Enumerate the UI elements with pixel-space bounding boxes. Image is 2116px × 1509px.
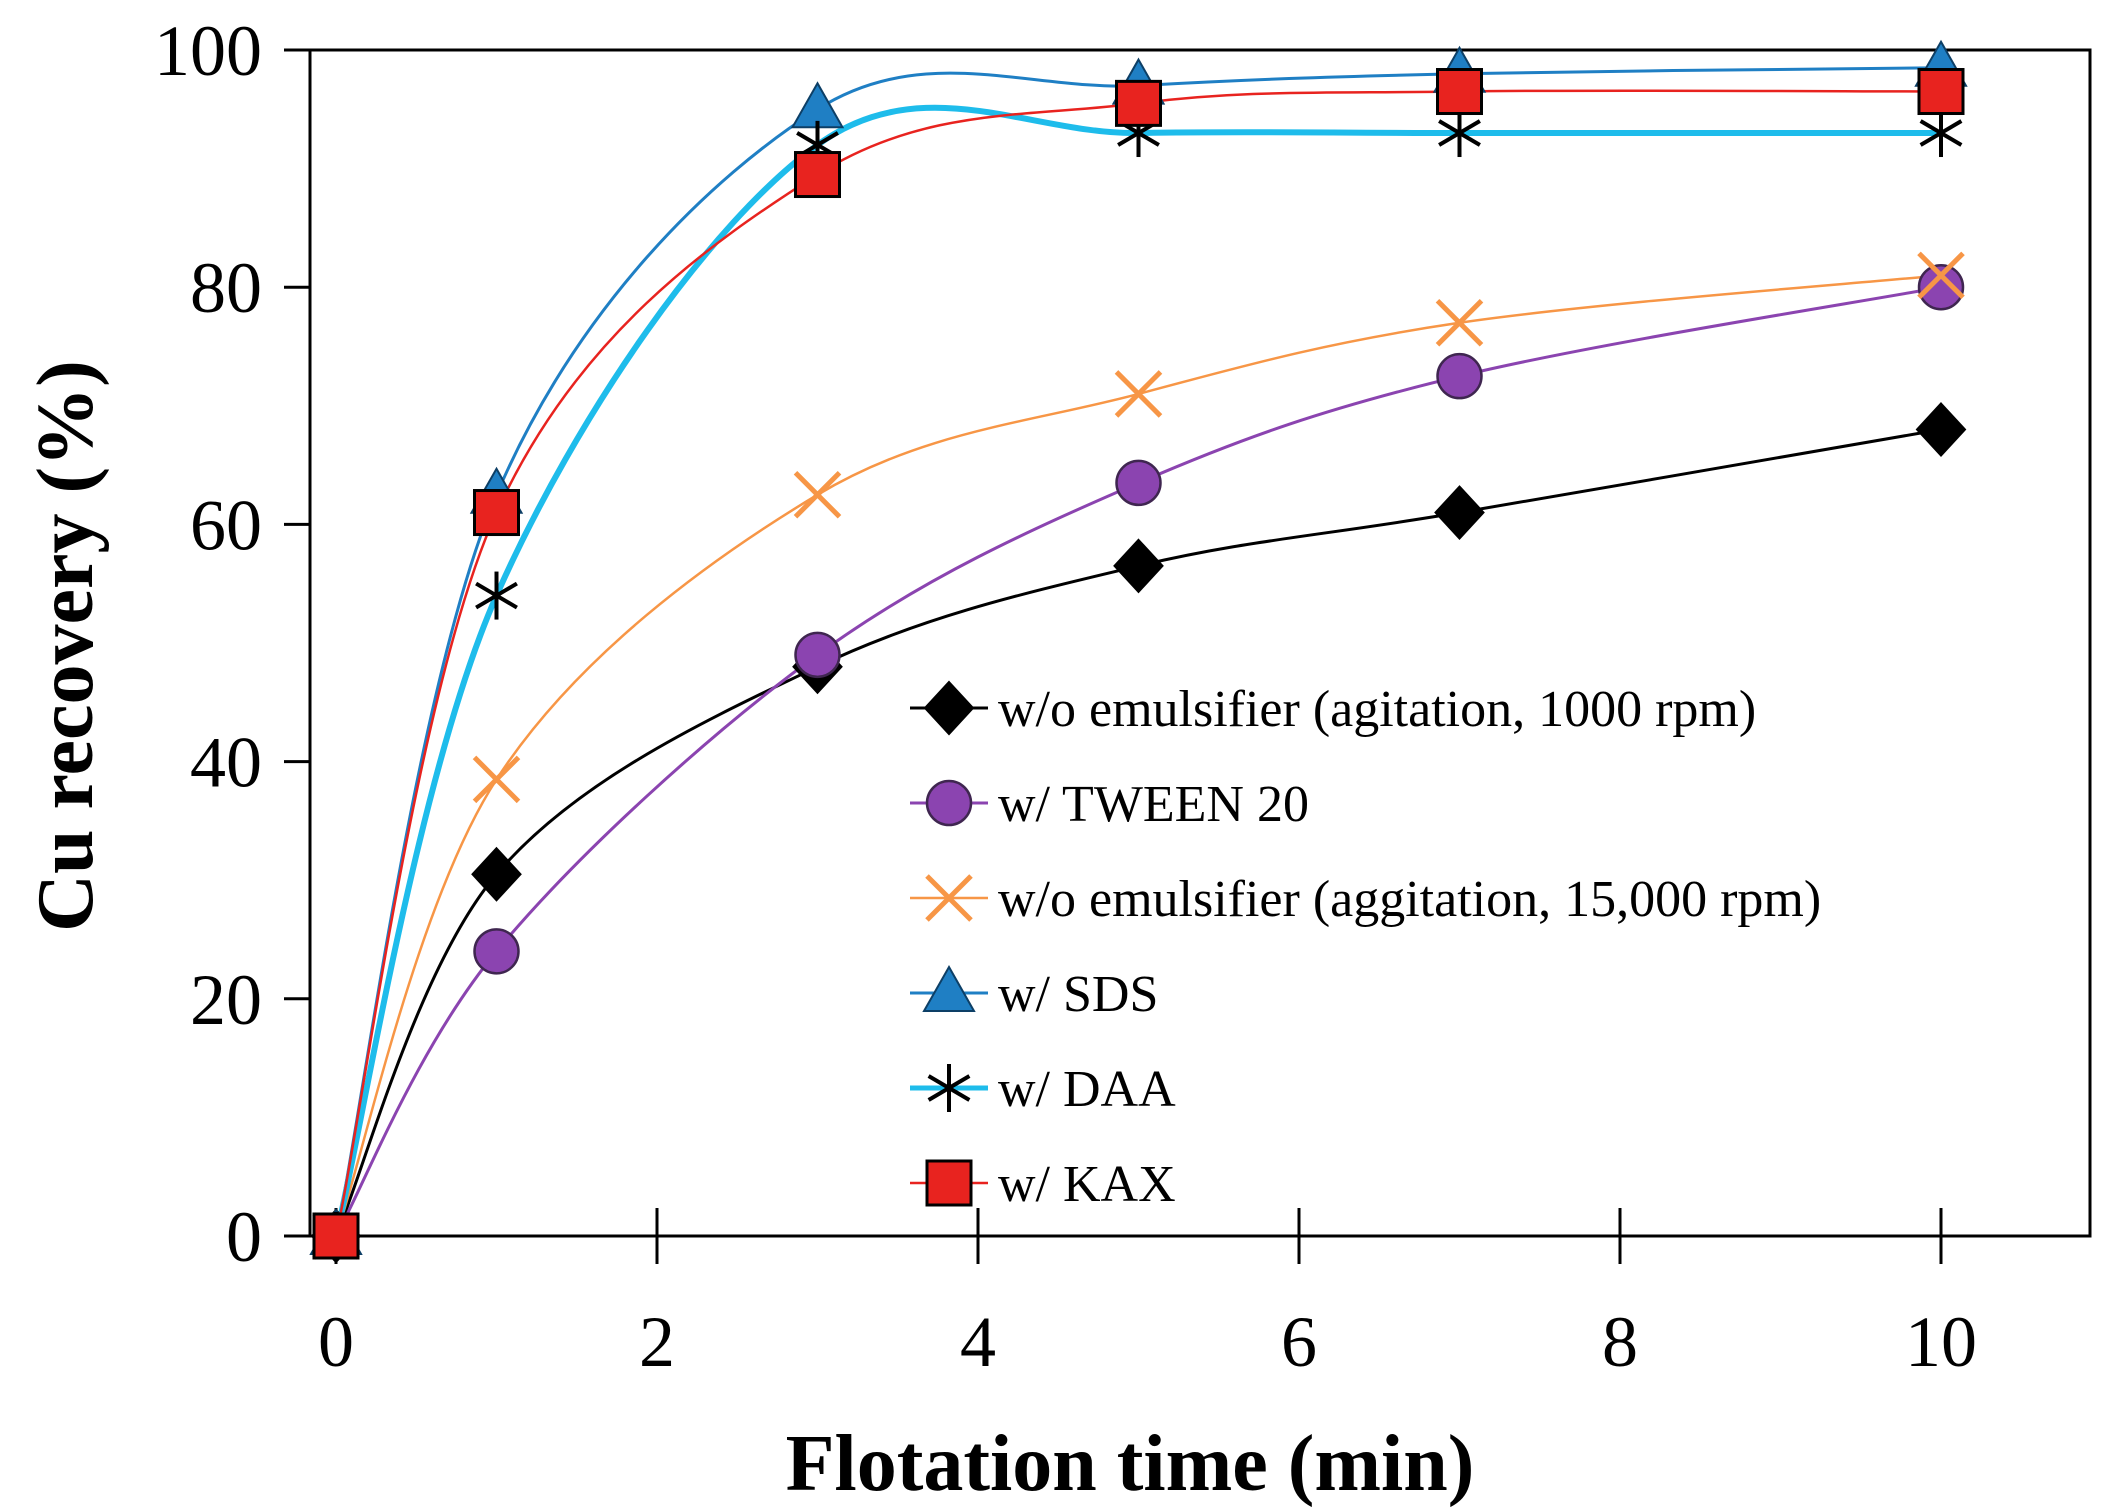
data-point-s5 bbox=[1917, 68, 1965, 116]
legend-label: w/ DAA bbox=[998, 1061, 1176, 1118]
y-tick-label: 60 bbox=[190, 485, 262, 565]
x-mark-stroke bbox=[1114, 370, 1163, 418]
series-line-4 bbox=[333, 104, 1941, 1237]
data-point-s4 bbox=[1919, 109, 1963, 158]
series-line-0 bbox=[334, 428, 1942, 1237]
data-point-s0 bbox=[1915, 402, 1967, 457]
x-tick-label: 4 bbox=[960, 1302, 996, 1382]
x-tick-label: 0 bbox=[318, 1302, 354, 1382]
data-point-s1 bbox=[1115, 459, 1162, 507]
data-point-s0 bbox=[1434, 485, 1485, 541]
data-point-s5 bbox=[1115, 79, 1162, 127]
legend-label: w/ SDS bbox=[998, 966, 1158, 1023]
data-point-s2 bbox=[1435, 299, 1484, 347]
series-markers bbox=[309, 39, 1968, 1264]
series-line-1 bbox=[334, 285, 1942, 1237]
x-mark-stroke bbox=[472, 755, 521, 804]
data-point-s5 bbox=[312, 1212, 360, 1260]
legend: w/o emulsifier (agitation, 1000 rpm) w/ T… bbox=[910, 680, 1821, 1213]
y-tick-label: 0 bbox=[226, 1197, 262, 1277]
x-tick-label: 10 bbox=[1905, 1302, 1977, 1382]
x-mark-stroke bbox=[925, 874, 973, 922]
legend-label: w/ KAX bbox=[998, 1156, 1176, 1213]
x-axis-title: Flotation time (min) bbox=[786, 1420, 1475, 1508]
x-tick-label: 2 bbox=[639, 1302, 675, 1382]
legend-label: w/o emulsifier (agitation, 1000 rpm) bbox=[998, 681, 1756, 738]
legend-marker bbox=[927, 1064, 971, 1112]
data-point-s2 bbox=[472, 755, 521, 804]
axis-ticks bbox=[284, 48, 1943, 1264]
series-line-2 bbox=[334, 274, 1942, 1237]
data-point-s2 bbox=[1114, 370, 1163, 418]
data-point-s1 bbox=[1917, 263, 1965, 311]
x-tick-label: 8 bbox=[1602, 1302, 1638, 1382]
data-point-s5 bbox=[1436, 68, 1483, 116]
y-tick-label: 100 bbox=[154, 11, 262, 91]
data-point-s4 bbox=[475, 571, 518, 620]
data-point-s5 bbox=[473, 489, 520, 537]
x-tick-label: 6 bbox=[1281, 1302, 1317, 1382]
y-tick-label: 40 bbox=[190, 723, 262, 803]
data-point-s2 bbox=[793, 470, 842, 519]
x-mark-stroke bbox=[1917, 251, 1965, 300]
data-point-s5 bbox=[794, 151, 841, 199]
data-point-s1 bbox=[473, 928, 520, 975]
plot-frame bbox=[308, 48, 2092, 1238]
series-lines bbox=[333, 66, 1942, 1237]
asterisk-stroke bbox=[475, 581, 518, 610]
x-mark-stroke bbox=[793, 470, 842, 519]
legend-marker bbox=[925, 874, 973, 922]
data-point-s4 bbox=[1438, 109, 1481, 158]
series-line-5 bbox=[334, 89, 1942, 1237]
legend-marker bbox=[923, 680, 975, 736]
data-point-s0 bbox=[471, 846, 522, 902]
data-point-s2 bbox=[1917, 251, 1965, 300]
legend-marker bbox=[925, 1159, 973, 1207]
y-axis-title: Cu recovery (%) bbox=[22, 360, 110, 932]
data-point-s0 bbox=[1113, 538, 1164, 594]
legend-marker bbox=[922, 964, 976, 1012]
series-line-3 bbox=[334, 66, 1942, 1237]
data-point-s3 bbox=[790, 81, 845, 129]
legend-marker bbox=[925, 779, 973, 827]
y-tick-label: 20 bbox=[190, 960, 262, 1040]
asterisk-stroke bbox=[927, 1074, 971, 1102]
legend-label: w/ TWEEN 20 bbox=[998, 776, 1309, 833]
legend-label: w/o emulsifier (aggitation, 15,000 rpm) bbox=[998, 871, 1821, 928]
x-mark-stroke bbox=[1435, 299, 1484, 347]
asterisk-stroke bbox=[1438, 119, 1481, 147]
y-tick-label: 80 bbox=[190, 248, 262, 328]
data-point-s1 bbox=[1436, 352, 1483, 400]
asterisk-stroke bbox=[1919, 119, 1963, 147]
data-point-s1 bbox=[794, 631, 841, 679]
